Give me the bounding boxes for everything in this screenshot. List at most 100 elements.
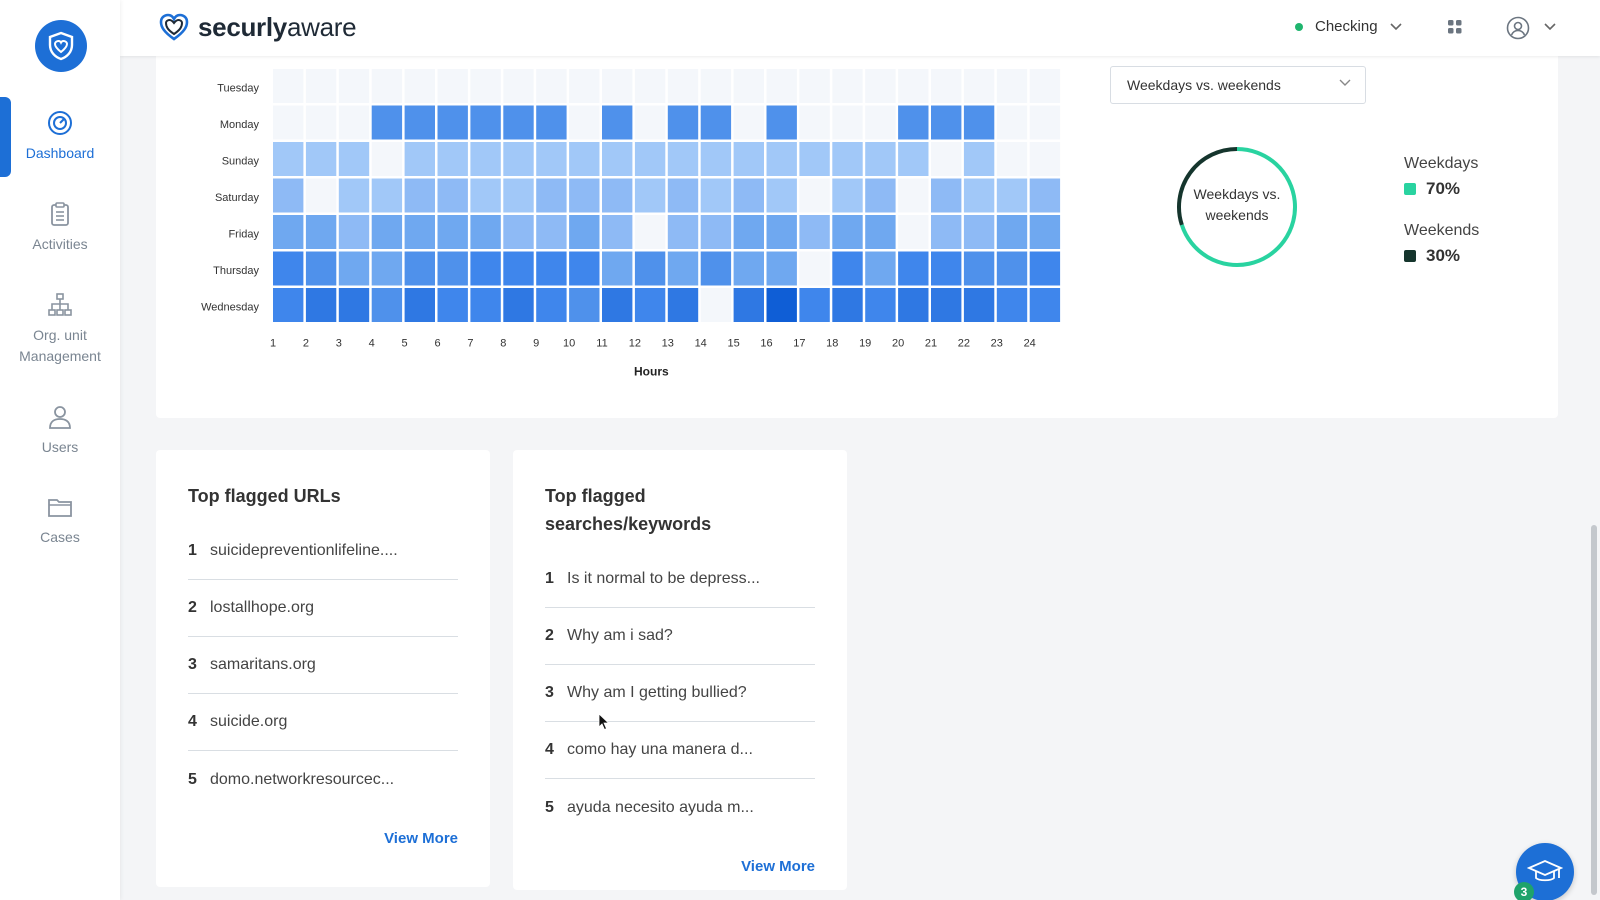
heatmap-cell[interactable] [1029, 178, 1061, 213]
sidebar-item-org-unit-management[interactable]: Org. unit Management [0, 292, 120, 367]
heatmap-cell[interactable] [733, 178, 764, 213]
page-scrollbar[interactable] [1591, 525, 1597, 895]
heatmap-cell[interactable] [404, 288, 435, 322]
heatmap-cell[interactable] [931, 178, 962, 213]
heatmap-cell[interactable] [338, 142, 370, 176]
list-item[interactable]: 5 ayuda necesito ayuda m... [545, 779, 815, 836]
list-item[interactable]: 5 domo.networkresourcec... [188, 751, 458, 808]
heatmap-cell[interactable] [766, 69, 797, 103]
heatmap-cell[interactable] [931, 215, 962, 249]
heatmap-cell[interactable] [602, 105, 633, 140]
heatmap-cell[interactable] [437, 69, 468, 103]
list-item[interactable]: 3 Why am I getting bullied? [545, 665, 815, 722]
heatmap-cell[interactable] [437, 215, 468, 249]
heatmap-cell[interactable] [569, 142, 600, 176]
heatmap-cell[interactable] [996, 178, 1028, 213]
heatmap-cell[interactable] [470, 142, 501, 176]
heatmap-cell[interactable] [931, 251, 962, 286]
heatmap-cell[interactable] [996, 251, 1028, 286]
heatmap-cell[interactable] [536, 215, 567, 249]
heatmap-cell[interactable] [371, 105, 403, 140]
heatmap-cell[interactable] [404, 178, 435, 213]
heatmap-cell[interactable] [305, 69, 337, 103]
heatmap-cell[interactable] [865, 69, 896, 103]
heatmap-cell[interactable] [996, 215, 1028, 249]
heatmap-cell[interactable] [898, 105, 929, 140]
heatmap-cell[interactable] [536, 251, 567, 286]
heatmap-cell[interactable] [667, 251, 699, 286]
heatmap-cell[interactable] [963, 215, 995, 249]
heatmap-cell[interactable] [832, 105, 863, 140]
heatmap-cell[interactable] [273, 105, 304, 140]
heatmap-cell[interactable] [865, 105, 896, 140]
heatmap-cell[interactable] [865, 288, 896, 322]
heatmap-cell[interactable] [536, 105, 567, 140]
heatmap-cell[interactable] [799, 69, 830, 103]
heatmap-cell[interactable] [536, 142, 567, 176]
heatmap-cell[interactable] [963, 251, 995, 286]
heatmap-cell[interactable] [602, 69, 633, 103]
heatmap-cell[interactable] [371, 142, 403, 176]
heatmap-cell[interactable] [963, 288, 995, 322]
heatmap-cell[interactable] [931, 288, 962, 322]
heatmap-cell[interactable] [437, 288, 468, 322]
heatmap-cell[interactable] [799, 178, 830, 213]
list-item[interactable]: 4 como hay una manera d... [545, 722, 815, 779]
list-item[interactable]: 3 samaritans.org [188, 637, 458, 694]
sidebar-item-dashboard[interactable]: Dashboard [0, 110, 120, 164]
heatmap-cell[interactable] [799, 288, 830, 322]
heatmap-cell[interactable] [503, 178, 534, 213]
list-item[interactable]: 4 suicide.org [188, 694, 458, 751]
heatmap-cell[interactable] [338, 251, 370, 286]
heatmap-cell[interactable] [996, 105, 1028, 140]
heatmap-cell[interactable] [273, 288, 304, 322]
heatmap-cell[interactable] [1029, 142, 1061, 176]
heatmap-cell[interactable] [832, 69, 863, 103]
heatmap-cell[interactable] [898, 288, 929, 322]
heatmap-cell[interactable] [273, 215, 304, 249]
heatmap-cell[interactable] [832, 215, 863, 249]
heatmap-cell[interactable] [700, 105, 732, 140]
heatmap-cell[interactable] [766, 105, 797, 140]
view-more-link[interactable]: View More [384, 830, 458, 847]
apps-grid-icon[interactable] [1448, 20, 1462, 34]
app-logo[interactable] [35, 20, 87, 72]
heatmap-cell[interactable] [700, 142, 732, 176]
heatmap-cell[interactable] [700, 251, 732, 286]
heatmap-cell[interactable] [536, 178, 567, 213]
heatmap-cell[interactable] [536, 288, 567, 322]
heatmap-cell[interactable] [437, 251, 468, 286]
heatmap-cell[interactable] [963, 142, 995, 176]
heatmap-cell[interactable] [634, 178, 666, 213]
heatmap-cell[interactable] [371, 215, 403, 249]
heatmap-cell[interactable] [470, 69, 501, 103]
heatmap-cell[interactable] [273, 142, 304, 176]
heatmap-cell[interactable] [536, 69, 567, 103]
heatmap-cell[interactable] [766, 251, 797, 286]
heatmap-cell[interactable] [371, 69, 403, 103]
heatmap-cell[interactable] [931, 142, 962, 176]
heatmap-cell[interactable] [733, 288, 764, 322]
heatmap-cell[interactable] [898, 178, 929, 213]
heatmap-cell[interactable] [437, 178, 468, 213]
heatmap-cell[interactable] [305, 251, 337, 286]
heatmap-cell[interactable] [931, 69, 962, 103]
heatmap-cell[interactable] [667, 288, 699, 322]
heatmap-cell[interactable] [602, 215, 633, 249]
heatmap-cell[interactable] [898, 142, 929, 176]
heatmap-cell[interactable] [799, 251, 830, 286]
heatmap-cell[interactable] [832, 251, 863, 286]
heatmap-cell[interactable] [634, 142, 666, 176]
heatmap-cell[interactable] [931, 105, 962, 140]
heatmap-cell[interactable] [634, 215, 666, 249]
heatmap-cell[interactable] [865, 142, 896, 176]
heatmap-cell[interactable] [996, 288, 1028, 322]
heatmap-cell[interactable] [404, 69, 435, 103]
heatmap-cell[interactable] [338, 215, 370, 249]
heatmap-cell[interactable] [832, 178, 863, 213]
heatmap-cell[interactable] [569, 288, 600, 322]
heatmap-cell[interactable] [733, 215, 764, 249]
heatmap-cell[interactable] [832, 288, 863, 322]
heatmap-cell[interactable] [569, 69, 600, 103]
heatmap-cell[interactable] [569, 215, 600, 249]
